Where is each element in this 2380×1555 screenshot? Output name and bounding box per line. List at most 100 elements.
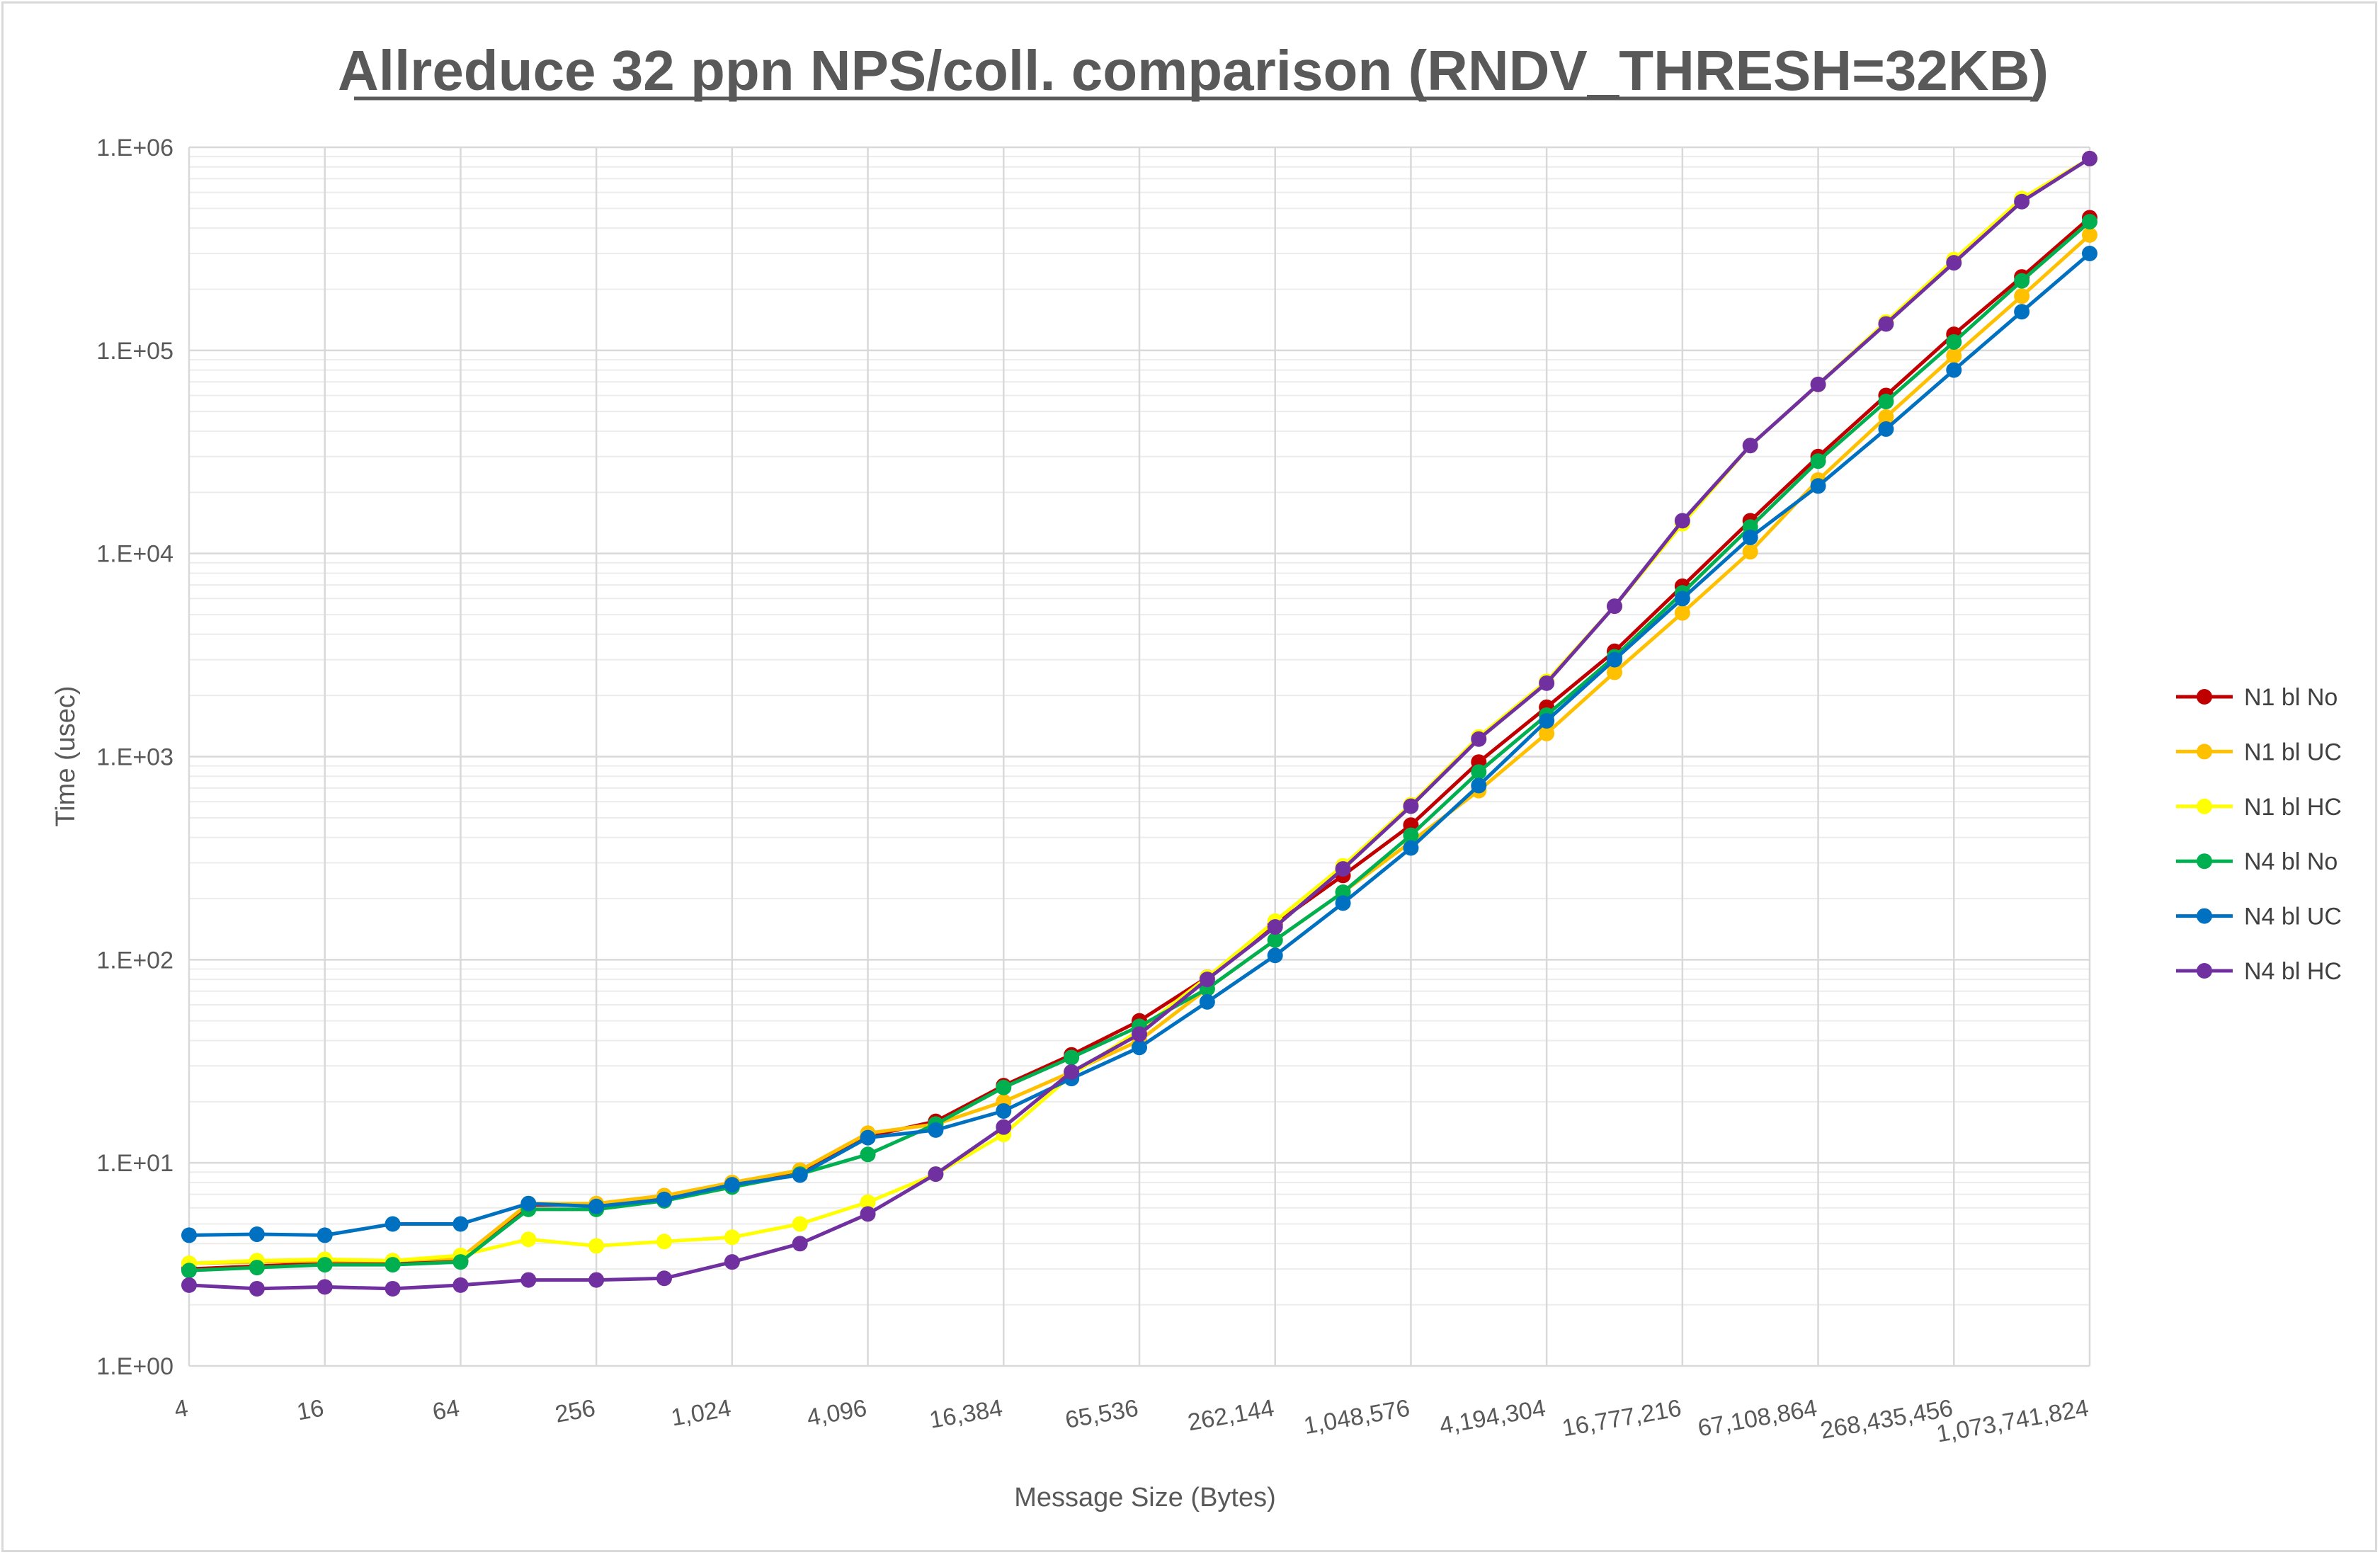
data-point [520,1231,537,1248]
data-point [1199,972,1215,988]
data-point [1132,1039,1147,1056]
data-point [385,1280,401,1297]
data-point [996,1079,1012,1095]
y-axis-ticks: 1.E+00 1.E+01 1.E+02 1.E+03 1.E+04 1.E+05 1.E+… [96,135,173,1380]
data-point [724,1177,740,1193]
data-point [249,1260,265,1276]
legend-item: N4 bl No [2176,848,2338,875]
data-point [2082,214,2097,230]
y-tick-label: 1.E+00 [96,1353,173,1380]
data-point [317,1279,333,1295]
data-point [1674,605,1690,621]
data-point [452,1216,469,1232]
x-tick-label: 64 [431,1394,462,1425]
data-point [385,1216,401,1232]
data-point [1607,598,1622,615]
data-point [1742,544,1758,560]
legend-swatch-marker [2197,798,2212,814]
x-tick-label: 4,096 [805,1394,869,1431]
data-point [2082,245,2097,261]
x-tick-label: 256 [553,1394,597,1428]
x-tick-label: 262,144 [1185,1394,1276,1436]
x-tick-label: 268,435,456 [1818,1394,1955,1444]
legend-item: N1 bl HC [2176,794,2342,821]
legend-label: N4 bl UC [2244,904,2342,930]
data-point [1471,764,1487,780]
data-point [1810,453,1826,469]
data-point [249,1280,265,1297]
x-tick-label: 16,384 [928,1394,1005,1433]
data-point [1064,1064,1080,1080]
x-tick-label: 16 [295,1394,326,1425]
x-tick-label: 1,024 [669,1394,733,1431]
data-point [520,1195,537,1212]
x-tick-label: 4 [172,1394,190,1423]
y-tick-label: 1.E+05 [96,338,173,365]
y-tick-label: 1.E+04 [96,541,173,568]
data-point [1946,348,1962,364]
legend-item: N1 bl No [2176,684,2338,711]
data-point [1267,919,1283,935]
data-point [520,1272,537,1288]
data-point [724,1254,740,1270]
x-tick-label: 65,536 [1063,1394,1140,1433]
data-point [2014,273,2030,289]
data-point [1742,438,1758,454]
data-point [860,1146,876,1163]
data-point [1810,478,1826,494]
data-point [2082,150,2097,166]
data-point [1335,861,1351,877]
y-tick-label: 1.E+03 [96,744,173,771]
data-point [1607,651,1622,668]
legend-swatch-marker [2197,689,2212,705]
data-point [1199,993,1215,1010]
y-tick-label: 1.E+06 [96,135,173,161]
data-point [1539,675,1555,691]
legend: N1 bl No N1 bl UC N1 bl HC N4 bl No N4 bl UC… [2176,684,2342,985]
data-point [860,1129,876,1146]
data-point [656,1270,672,1287]
legend-item: N4 bl UC [2176,904,2342,930]
data-point [588,1272,605,1288]
data-point [724,1229,740,1246]
data-point [1810,376,1826,392]
data-point [1946,334,1962,350]
data-point [452,1277,469,1293]
legend-label: N1 bl UC [2244,739,2342,765]
data-point [1539,712,1555,729]
data-point [860,1194,876,1210]
series-layer [181,150,2097,1297]
series-n4-bl-hc [181,150,2097,1297]
x-tick-label: 1,048,576 [1302,1394,1412,1440]
data-point [1403,827,1419,843]
data-point [792,1216,808,1232]
y-axis-label: Time (usec) [51,685,81,826]
data-point [1471,731,1487,747]
x-tick-label: 67,108,864 [1696,1394,1819,1442]
data-point [1335,895,1351,911]
y-tick-label: 1.E+02 [96,947,173,974]
data-point [452,1254,469,1270]
data-point [1742,529,1758,545]
chart: Allreduce 32 ppn NPS/coll. comparison (R… [51,39,2342,1513]
data-point [928,1166,944,1183]
y-tick-label: 1.E+01 [96,1150,173,1177]
legend-label: N4 bl No [2244,848,2338,875]
x-tick-label: 1,073,741,824 [1935,1394,2091,1447]
data-point [1403,840,1419,856]
data-point [181,1277,197,1293]
legend-swatch-marker [2197,963,2212,979]
data-point [792,1167,808,1183]
data-point [996,1119,1012,1135]
data-point [928,1122,944,1138]
legend-swatch-marker [2197,744,2212,760]
data-point [181,1227,197,1243]
data-point [2014,304,2030,320]
x-tick-label: 4,194,304 [1437,1394,1548,1440]
data-point [1064,1049,1080,1066]
data-point [317,1227,333,1243]
data-point [385,1257,401,1273]
data-point [588,1198,605,1214]
data-point [1132,1026,1147,1042]
data-point [1878,421,1894,437]
